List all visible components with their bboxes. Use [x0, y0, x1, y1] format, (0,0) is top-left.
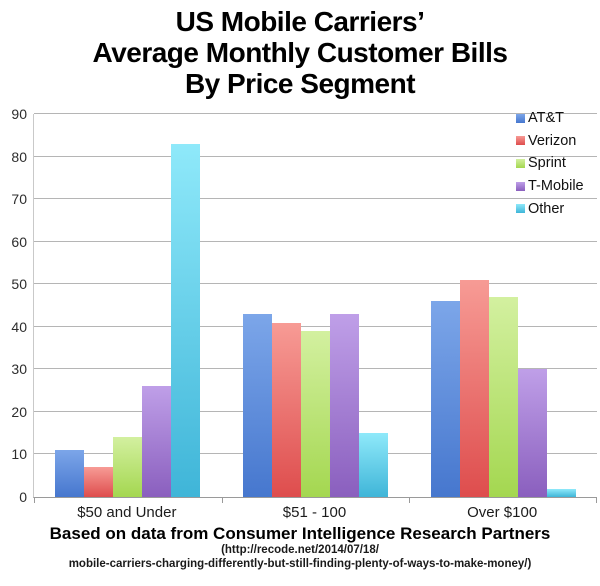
bar-sprint-1	[113, 437, 143, 497]
x-category-label-3: Over $100	[467, 504, 538, 521]
x-axis-tick	[34, 497, 35, 503]
caption-url-line2: mobile-carriers-charging-differently-but…	[68, 557, 532, 570]
bar-t-mobile-1	[142, 386, 172, 497]
legend-item-verizon: Verizon	[516, 130, 584, 153]
legend-swatch-icon	[516, 136, 525, 146]
gridline-y40	[34, 325, 597, 327]
chart-title-line2: Average Monthly Customer Bills	[92, 37, 508, 68]
legend-label: Other	[528, 200, 565, 217]
legend-swatch-icon	[516, 158, 525, 168]
x-category-label-2: $51 - 100	[282, 504, 347, 521]
chart-title: US Mobile Carriers’ Average Monthly Cust…	[0, 0, 600, 99]
bar-at-t-2	[242, 314, 272, 497]
chart-title-line1: US Mobile Carriers’	[175, 6, 425, 37]
bar-chart: 0 10 20 30 40 50 60 70 80 90 $50 and Under $51 - 1…	[0, 106, 600, 527]
gridline-y60	[34, 240, 597, 242]
bar-t-mobile-2	[329, 314, 359, 497]
bar-group-1	[34, 114, 222, 497]
legend-swatch-icon	[516, 113, 525, 123]
caption: Based on data from Consumer Intelligence…	[0, 524, 600, 571]
caption-source: Based on data from Consumer Intelligence…	[49, 524, 551, 543]
plot-area	[33, 113, 597, 503]
x-axis-tick	[409, 497, 411, 503]
bar-group-2	[222, 114, 410, 497]
legend-swatch-icon	[516, 204, 525, 214]
legend-item-sprint: Sprint	[516, 152, 584, 175]
y-tick-label-0: 0	[19, 489, 27, 505]
legend: AT&T Verizon Sprint T-Mobile Other	[516, 107, 584, 220]
legend-label: Verizon	[528, 132, 577, 149]
y-tick-label-50: 50	[11, 276, 27, 293]
y-tick-label-70: 70	[11, 191, 27, 208]
y-tick-label-10: 10	[11, 446, 27, 463]
gridline-y90	[34, 113, 597, 114]
legend-item-other: Other	[516, 197, 584, 220]
legend-swatch-icon	[516, 181, 525, 191]
gridline-y70	[34, 198, 597, 200]
y-tick-label-30: 30	[11, 361, 27, 378]
bar-at-t-1	[55, 450, 85, 497]
bar-verizon-3	[459, 279, 489, 497]
caption-url-line1: (http://recode.net/2014/07/18/	[221, 544, 379, 556]
y-tick-label-40: 40	[11, 318, 27, 335]
bar-group-3	[409, 114, 597, 497]
x-category-label-1: $50 and Under	[77, 504, 177, 521]
bar-t-mobile-3	[517, 369, 547, 497]
x-axis-tick	[221, 497, 223, 503]
gridline-y80	[34, 155, 597, 157]
bar-verizon-2	[271, 322, 301, 497]
legend-label: Sprint	[528, 155, 566, 172]
bar-verizon-1	[84, 467, 114, 497]
legend-item-at-t: AT&T	[516, 107, 584, 130]
gridline-y50	[34, 283, 597, 285]
bar-other-2	[358, 433, 388, 497]
y-tick-label-20: 20	[11, 403, 27, 420]
bar-other-3	[546, 488, 576, 497]
legend-item-t-mobile: T-Mobile	[516, 175, 584, 198]
bar-at-t-3	[430, 301, 460, 497]
x-axis-tick	[596, 497, 597, 503]
bar-other-1	[171, 143, 201, 497]
bar-sprint-3	[488, 297, 518, 497]
y-tick-label-60: 60	[11, 233, 27, 250]
legend-label: AT&T	[528, 110, 564, 127]
legend-label: T-Mobile	[528, 178, 584, 195]
chart-title-line3: By Price Segment	[184, 68, 416, 99]
y-tick-label-80: 80	[11, 148, 27, 165]
caption-url: (http://recode.net/2014/07/18/ mobile-ca…	[0, 544, 600, 571]
y-tick-label-90: 90	[11, 106, 27, 122]
bar-sprint-2	[300, 331, 330, 497]
